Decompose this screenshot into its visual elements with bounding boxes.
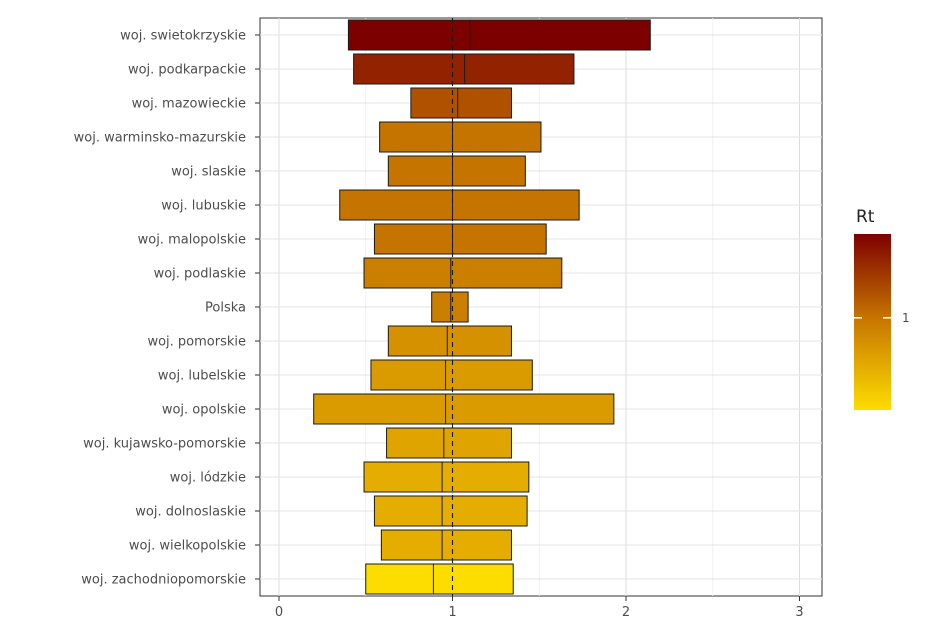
legend-colorbar: [854, 234, 891, 410]
category-label: woj. slaskie: [171, 165, 246, 180]
category-label: woj. kujawsko-pomorskie: [83, 437, 246, 452]
category-label: woj. pomorskie: [147, 335, 246, 350]
x-tick-label: 3: [795, 605, 803, 620]
category-label: woj. podlaskie: [154, 267, 246, 282]
category-label: woj. lubuskie: [161, 199, 246, 214]
range-bar: [339, 189, 580, 221]
x-tick-label: 2: [622, 605, 630, 620]
range-bar: [431, 291, 469, 323]
category-label: woj. lódzkie: [170, 471, 246, 486]
range-bar: [386, 427, 512, 459]
range-bar: [370, 359, 533, 391]
range-bar: [363, 461, 530, 493]
x-axis-ticks: 0 1 2 3: [275, 596, 804, 620]
category-label: woj. mazowieckie: [132, 97, 246, 112]
range-bar: [347, 19, 651, 51]
range-bar: [373, 495, 528, 527]
category-label: woj. lubelskie: [158, 369, 246, 384]
category-labels: woj. swietokrzyskie woj. podkarpackie woj.…: [74, 29, 260, 588]
range-bar: [373, 223, 547, 255]
bars: [313, 19, 651, 595]
category-label: woj. wielkopolskie: [129, 539, 246, 554]
range-bar: [380, 529, 512, 561]
x-tick-label: 0: [275, 605, 283, 620]
legend-title: Rt: [856, 207, 875, 227]
category-label: woj. warminsko-mazurskie: [74, 131, 246, 146]
category-label: woj. swietokrzyskie: [120, 29, 246, 44]
range-bar: [353, 53, 575, 85]
category-label: woj. podkarpackie: [128, 63, 246, 78]
category-label: woj. malopolskie: [138, 233, 246, 248]
range-bar: [410, 87, 512, 119]
category-label: woj. opolskie: [162, 403, 246, 418]
category-label: Polska: [205, 301, 246, 316]
category-label: woj. dolnoslaskie: [135, 505, 246, 520]
legend-tick-label: 1: [902, 311, 910, 325]
range-bar: [363, 257, 563, 289]
category-label: woj. zachodniopomorskie: [81, 573, 246, 588]
range-bar: [313, 393, 615, 425]
range-bar: [387, 155, 526, 187]
range-bar: [379, 121, 542, 153]
x-tick-label: 1: [448, 605, 456, 620]
legend: Rt 1: [854, 207, 910, 410]
range-bar: [365, 563, 514, 595]
range-bar: [387, 325, 512, 357]
